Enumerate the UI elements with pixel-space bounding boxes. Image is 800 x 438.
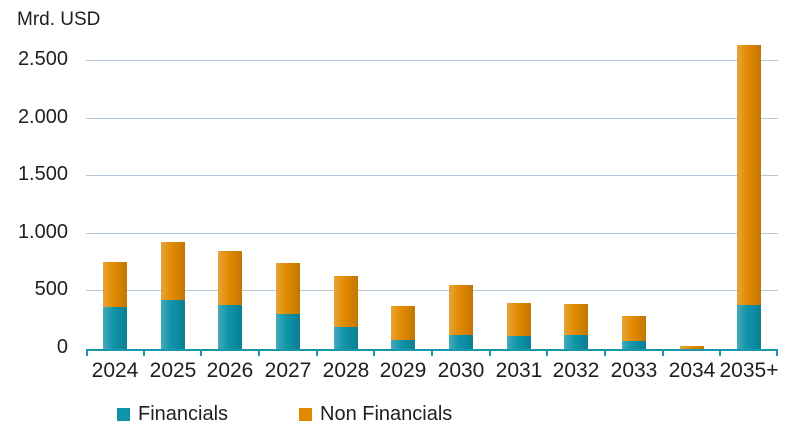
- bar-segment-financials: [161, 300, 185, 351]
- gridline: [86, 60, 778, 61]
- axis-tick: [489, 349, 491, 356]
- axis-tick: [200, 349, 202, 356]
- axis-tick: [86, 349, 88, 356]
- bar: [449, 285, 473, 351]
- x-tick-label: 2029: [379, 359, 427, 382]
- bar-segment-financials: [564, 335, 588, 351]
- gridline: [86, 232, 778, 234]
- x-axis-tick-labels: 2024 2025 2026 2027 2028 2029 2030 2031 2032 2033…: [86, 358, 800, 386]
- x-tick-label: 2025: [149, 359, 197, 382]
- y-tick-label: 1.000: [17, 220, 68, 243]
- bar-segment-financials: [103, 307, 127, 351]
- bar-segment-non-financials: [103, 262, 127, 307]
- legend-label-financials: Financials: [138, 403, 229, 425]
- y-axis-title: Mrd. USD: [17, 9, 101, 30]
- non-financials-swatch-icon: [299, 407, 312, 421]
- bar-segment-non-financials: [391, 306, 415, 340]
- bar-segment-non-financials: [218, 251, 242, 305]
- bar: [737, 45, 761, 351]
- bar-segment-financials: [276, 314, 300, 351]
- legend: Financials Non Financials: [0, 402, 800, 430]
- y-tick-label: 2.000: [17, 105, 68, 128]
- axis-tick: [316, 349, 318, 356]
- axis-tick: [719, 349, 721, 356]
- bar-segment-financials: [449, 335, 473, 351]
- legend-label-non-financials: Non Financials: [320, 403, 453, 425]
- bar-segment-financials: [737, 305, 761, 351]
- bar-segment-financials: [507, 336, 531, 351]
- bar-segment-non-financials: [564, 304, 588, 335]
- bar-segment-non-financials: [737, 45, 761, 305]
- axis-tick: [546, 349, 548, 356]
- gridline: [86, 117, 778, 119]
- y-tick-label: 0: [56, 336, 68, 358]
- axis-tick: [776, 349, 778, 356]
- axis-tick: [604, 349, 606, 356]
- bar: [103, 262, 127, 351]
- y-tick-label: 1.500: [17, 163, 68, 186]
- bar-segment-non-financials: [507, 303, 531, 336]
- bar-segment-financials: [622, 341, 646, 351]
- bar-segment-non-financials: [161, 242, 185, 300]
- x-tick-label: 2033: [610, 359, 658, 382]
- bar: [564, 304, 588, 351]
- gridline: [86, 175, 778, 177]
- x-tick-label: 2030: [437, 359, 485, 382]
- bar-segment-non-financials: [276, 263, 300, 314]
- bar-segment-financials: [334, 327, 358, 351]
- x-tick-label: 2032: [552, 359, 600, 382]
- bar-segment-financials: [218, 305, 242, 351]
- axis-tick: [431, 349, 433, 356]
- x-tick-label: 2028: [322, 359, 370, 382]
- bar: [218, 251, 242, 351]
- y-tick-label: 500: [34, 278, 68, 301]
- x-tick-label: 2024: [91, 359, 139, 382]
- bar-segment-non-financials: [680, 346, 704, 351]
- axis-tick: [143, 349, 145, 356]
- legend-item-non-financials: Non Financials: [299, 402, 452, 426]
- x-tick-label: 2031: [495, 359, 543, 382]
- bar-segment-non-financials: [334, 276, 358, 327]
- bar: [161, 242, 185, 351]
- axis-tick: [258, 349, 260, 356]
- plot-area: [86, 0, 778, 356]
- bar: [391, 306, 415, 351]
- bar: [680, 346, 704, 351]
- y-tick-label: 2.500: [17, 48, 68, 70]
- x-tick-label: 2027: [264, 359, 312, 382]
- bar: [622, 316, 646, 351]
- bar: [276, 263, 300, 351]
- financials-swatch-icon: [117, 407, 130, 421]
- bar-segment-non-financials: [449, 285, 473, 335]
- x-tick-label: 2035+: [719, 359, 779, 382]
- gridline: [86, 290, 778, 292]
- x-tick-label: 2034: [668, 359, 716, 382]
- axis-tick: [373, 349, 375, 356]
- axis-tick: [662, 349, 664, 356]
- bar-segment-financials: [391, 340, 415, 351]
- x-tick-label: 2026: [206, 359, 254, 382]
- bar-segment-non-financials: [622, 316, 646, 341]
- legend-item-financials: Financials: [117, 402, 228, 426]
- bar: [334, 276, 358, 351]
- bar: [507, 303, 531, 351]
